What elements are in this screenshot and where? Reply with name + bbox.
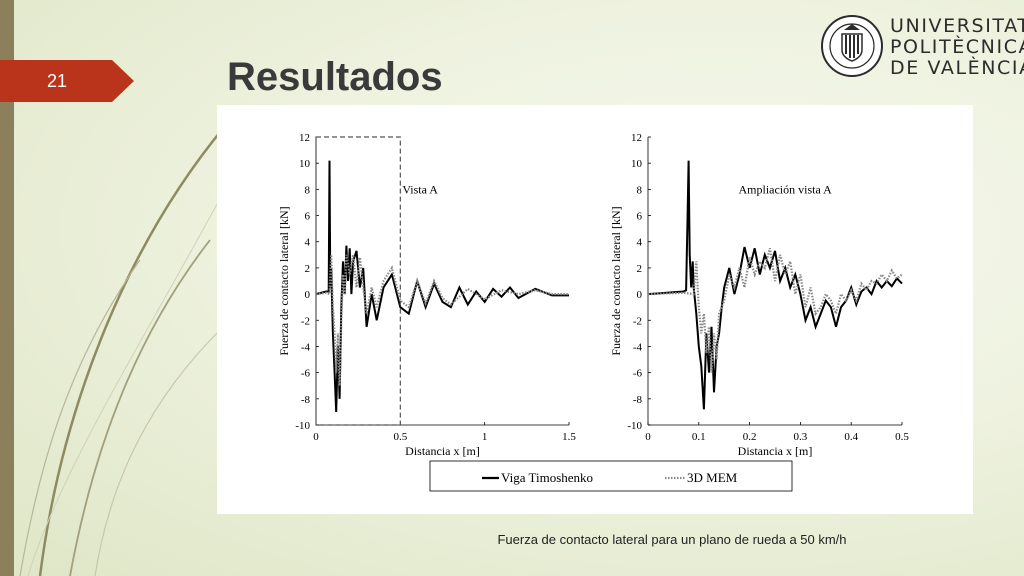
legend-label: Viga Timoshenko xyxy=(501,470,593,485)
y-tick-label: -6 xyxy=(633,368,643,380)
y-tick-label: -10 xyxy=(627,420,642,432)
y-tick-label: 10 xyxy=(299,158,311,170)
y-tick-label: 2 xyxy=(305,263,311,275)
y-axis-label: Fuerza de contacto lateral [kN] xyxy=(609,206,623,355)
x-tick-label: 1 xyxy=(482,431,488,443)
y-tick-label: 12 xyxy=(299,132,310,144)
y-tick-label: -4 xyxy=(633,341,643,353)
x-tick-label: 0.1 xyxy=(692,431,706,443)
x-tick-label: 0.2 xyxy=(743,431,757,443)
left-accent-bar xyxy=(0,0,14,576)
x-tick-label: 0.4 xyxy=(844,431,858,443)
slide-number: 21 xyxy=(0,60,134,102)
y-tick-label: -2 xyxy=(633,315,642,327)
annotation-label: Ampliación vista A xyxy=(738,182,832,196)
y-tick-label: 10 xyxy=(631,158,643,170)
series-line-3d-mem xyxy=(647,248,903,373)
university-name-line: DE VALÈNCIA xyxy=(890,57,1024,79)
decorative-curves xyxy=(19,119,231,576)
zoom-region-box xyxy=(315,136,401,426)
x-axis-label: Distancia x [m] xyxy=(738,444,813,458)
chart-figure: -10 -8 -6 -4 -2 0 2 4 6 8 10 12 0 0.5 1 1.5 Distancia x … xyxy=(277,132,909,492)
x-tick-label: 0.5 xyxy=(895,431,909,443)
y-tick-label: 0 xyxy=(305,289,311,301)
y-tick-label: -6 xyxy=(301,368,311,380)
y-tick-label: -8 xyxy=(633,394,643,406)
x-tick-label: 0 xyxy=(645,431,651,443)
x-tick-label: 0.5 xyxy=(393,431,407,443)
y-tick-label: -10 xyxy=(295,420,310,432)
y-tick-label: 4 xyxy=(637,237,643,249)
series-line-viga-timoshenko xyxy=(647,160,903,410)
y-tick-label: 4 xyxy=(305,237,311,249)
x-axis-label: Distancia x [m] xyxy=(405,444,480,458)
legend-label: 3D MEM xyxy=(687,470,738,485)
x-tick-label: 1.5 xyxy=(562,431,576,443)
university-logo: UNIVERSITAT POLITÈCNICA DE VALÈNCIA xyxy=(820,14,1024,80)
y-tick-label: 2 xyxy=(637,263,643,275)
y-tick-label: 12 xyxy=(631,132,642,144)
y-tick-label: 8 xyxy=(637,184,643,196)
x-tick-label: 0 xyxy=(313,431,319,443)
university-name-line: UNIVERSITAT xyxy=(890,15,1024,37)
y-tick-label: -4 xyxy=(301,341,311,353)
university-seal-icon xyxy=(821,15,883,77)
series-line-viga-timoshenko xyxy=(315,160,569,412)
x-tick-label: 0.3 xyxy=(794,431,808,443)
series-line-3d-mem xyxy=(315,254,569,386)
y-tick-label: -8 xyxy=(301,394,311,406)
y-axis-label: Fuerza de contacto lateral [kN] xyxy=(277,206,291,355)
annotation-label: Vista A xyxy=(402,182,438,196)
figure-panel: -10 -8 -6 -4 -2 0 2 4 6 8 10 12 0 0.5 1 1.5 Distancia x … xyxy=(217,105,973,514)
y-tick-label: -2 xyxy=(301,315,310,327)
legend-box xyxy=(429,460,793,492)
y-tick-label: 8 xyxy=(305,184,311,196)
slide-title: Resultados xyxy=(227,55,443,99)
y-tick-label: 6 xyxy=(305,211,311,223)
y-tick-label: 0 xyxy=(637,289,643,301)
figure-caption: Fuerza de contacto lateral para un plano… xyxy=(497,532,847,547)
y-tick-label: 6 xyxy=(637,211,643,223)
university-name: UNIVERSITAT POLITÈCNICA DE VALÈNCIA xyxy=(890,16,1024,79)
university-name-line: POLITÈCNICA xyxy=(890,36,1024,58)
